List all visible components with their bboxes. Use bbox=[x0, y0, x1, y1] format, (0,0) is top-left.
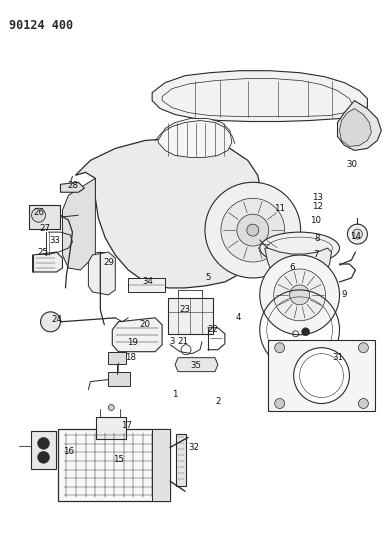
Text: 1: 1 bbox=[172, 390, 178, 399]
Bar bbox=[152, 430, 170, 501]
Text: 23: 23 bbox=[180, 305, 191, 314]
Text: 17: 17 bbox=[121, 421, 132, 430]
Polygon shape bbox=[112, 318, 162, 352]
Circle shape bbox=[38, 451, 49, 463]
Circle shape bbox=[247, 224, 259, 236]
Text: 18: 18 bbox=[125, 353, 136, 362]
Circle shape bbox=[38, 438, 49, 449]
Text: 27: 27 bbox=[39, 224, 50, 232]
Text: 29: 29 bbox=[103, 257, 114, 266]
Polygon shape bbox=[128, 278, 165, 292]
Polygon shape bbox=[33, 252, 62, 272]
Text: 34: 34 bbox=[143, 278, 154, 286]
Text: 10: 10 bbox=[310, 216, 321, 225]
Circle shape bbox=[237, 214, 269, 246]
Text: 15: 15 bbox=[113, 455, 124, 464]
Text: 33: 33 bbox=[49, 236, 60, 245]
Circle shape bbox=[301, 328, 310, 336]
Circle shape bbox=[260, 255, 339, 335]
Circle shape bbox=[347, 224, 367, 244]
Text: 6: 6 bbox=[289, 263, 294, 272]
Text: 13: 13 bbox=[312, 193, 323, 202]
Text: 31: 31 bbox=[332, 353, 343, 362]
Bar bbox=[176, 434, 186, 486]
Circle shape bbox=[32, 208, 45, 222]
Text: 14: 14 bbox=[350, 232, 361, 240]
Bar bbox=[108, 352, 126, 364]
Text: 24: 24 bbox=[51, 316, 62, 324]
Circle shape bbox=[181, 345, 191, 354]
Polygon shape bbox=[75, 139, 262, 288]
Polygon shape bbox=[175, 358, 218, 372]
Polygon shape bbox=[339, 109, 371, 147]
Circle shape bbox=[358, 399, 368, 408]
Text: 21: 21 bbox=[178, 337, 189, 346]
Circle shape bbox=[294, 348, 349, 403]
Text: 7: 7 bbox=[313, 249, 318, 259]
Text: 3: 3 bbox=[169, 337, 175, 346]
Polygon shape bbox=[88, 252, 115, 295]
Text: 11: 11 bbox=[274, 204, 285, 213]
Text: 12: 12 bbox=[312, 201, 323, 211]
Text: 26: 26 bbox=[33, 208, 44, 217]
Bar bbox=[96, 417, 126, 439]
Polygon shape bbox=[60, 182, 84, 192]
Polygon shape bbox=[265, 248, 332, 286]
Circle shape bbox=[290, 285, 310, 305]
Text: 4: 4 bbox=[235, 313, 241, 322]
Bar bbox=[58, 430, 170, 501]
Ellipse shape bbox=[260, 232, 339, 264]
Text: 16: 16 bbox=[63, 447, 74, 456]
Text: 2: 2 bbox=[215, 397, 221, 406]
Bar bbox=[31, 431, 56, 469]
Text: 9: 9 bbox=[342, 290, 347, 300]
Circle shape bbox=[358, 343, 368, 353]
Bar bbox=[168, 298, 213, 334]
Text: 25: 25 bbox=[37, 247, 48, 256]
Bar bbox=[268, 340, 376, 411]
Circle shape bbox=[108, 405, 114, 410]
Text: 28: 28 bbox=[67, 181, 78, 190]
Text: 19: 19 bbox=[127, 338, 138, 347]
Circle shape bbox=[205, 182, 301, 278]
Circle shape bbox=[274, 269, 325, 321]
Circle shape bbox=[40, 312, 60, 332]
Circle shape bbox=[352, 229, 363, 239]
Circle shape bbox=[221, 198, 285, 262]
Polygon shape bbox=[158, 118, 232, 157]
Text: 30: 30 bbox=[346, 160, 357, 169]
Text: 35: 35 bbox=[191, 361, 201, 370]
Bar bbox=[29, 205, 60, 229]
Text: 20: 20 bbox=[140, 320, 151, 329]
Text: 90124 400: 90124 400 bbox=[9, 19, 73, 32]
Circle shape bbox=[275, 399, 285, 408]
Text: 22: 22 bbox=[207, 325, 218, 334]
Text: 8: 8 bbox=[315, 233, 320, 243]
Bar bbox=[108, 372, 130, 385]
Text: 32: 32 bbox=[189, 443, 200, 452]
Circle shape bbox=[275, 343, 285, 353]
Polygon shape bbox=[338, 101, 381, 150]
Polygon shape bbox=[152, 71, 367, 122]
Polygon shape bbox=[62, 179, 95, 270]
Text: 5: 5 bbox=[205, 273, 211, 282]
